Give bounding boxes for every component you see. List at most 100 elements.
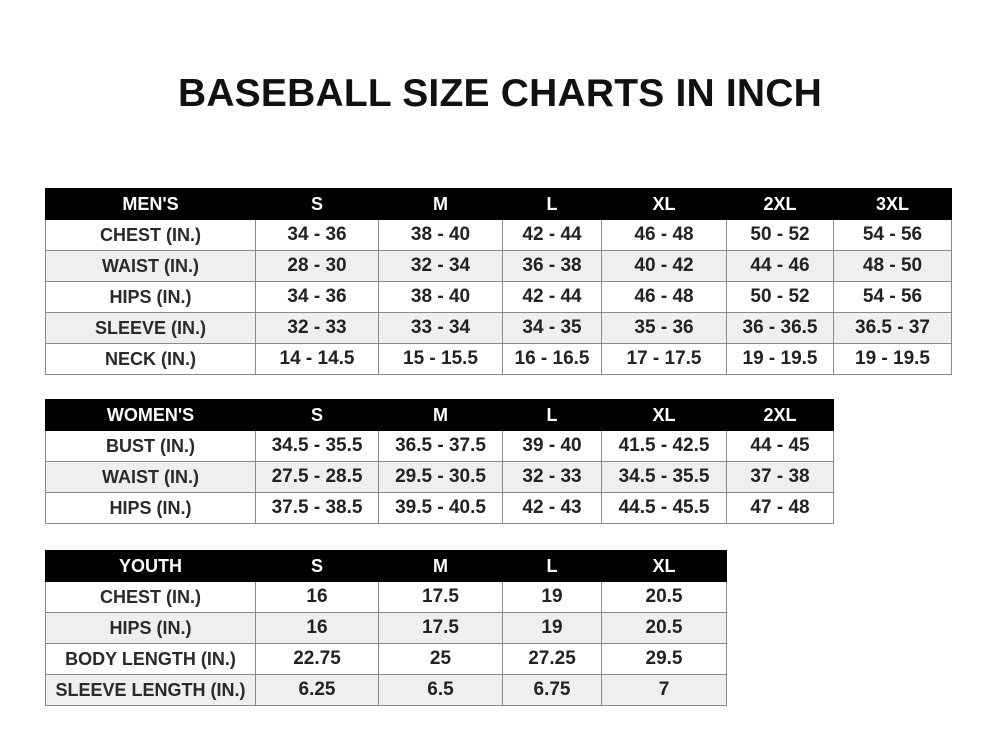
size-value: 42 - 43: [502, 492, 602, 524]
measurement-label: HIPS (IN.): [45, 492, 256, 524]
table-category-header: MEN'S: [45, 188, 256, 220]
men-size-table: MEN'S S M L XL 2XL 3XL CHEST (IN.) 34 - 36 38 - 4…: [45, 188, 952, 375]
women-size-table: WOMEN'S S M L XL 2XL BUST (IN.) 34.5 - 35.5 36.5…: [45, 399, 834, 524]
size-value: 54 - 56: [833, 281, 952, 313]
size-value: 34 - 36: [255, 219, 379, 251]
size-value: 46 - 48: [601, 281, 727, 313]
size-value: 36.5 - 37: [833, 312, 952, 344]
size-value: 32 - 33: [502, 461, 602, 493]
size-column-header: 2XL: [726, 399, 834, 431]
size-column-header: 3XL: [833, 188, 952, 220]
table-row: BUST (IN.) 34.5 - 35.5 36.5 - 37.5 39 - 40 4…: [45, 430, 834, 462]
size-column-header: M: [378, 399, 503, 431]
size-column-header: XL: [601, 550, 727, 582]
size-value: 36.5 - 37.5: [378, 430, 503, 462]
measurement-label: WAIST (IN.): [45, 250, 256, 282]
table-category-header: WOMEN'S: [45, 399, 256, 431]
size-value: 50 - 52: [726, 281, 834, 313]
size-value: 32 - 33: [255, 312, 379, 344]
measurement-label: CHEST (IN.): [45, 219, 256, 251]
size-value: 34.5 - 35.5: [601, 461, 727, 493]
table-row: BODY LENGTH (IN.) 22.75 25 27.25 29.5: [45, 643, 727, 675]
size-value: 36 - 38: [502, 250, 602, 282]
size-value: 40 - 42: [601, 250, 727, 282]
size-value: 44.5 - 45.5: [601, 492, 727, 524]
size-value: 19 - 19.5: [833, 343, 952, 375]
table-header-row: MEN'S S M L XL 2XL 3XL: [45, 188, 952, 220]
size-value: 39 - 40: [502, 430, 602, 462]
size-value: 46 - 48: [601, 219, 727, 251]
size-value: 34 - 35: [502, 312, 602, 344]
size-value: 27.25: [502, 643, 602, 675]
table-row: NECK (IN.) 14 - 14.5 15 - 15.5 16 - 16.5 17 …: [45, 343, 952, 375]
size-value: 38 - 40: [378, 281, 503, 313]
size-value: 50 - 52: [726, 219, 834, 251]
table-category-header: YOUTH: [45, 550, 256, 582]
table-header-row: WOMEN'S S M L XL 2XL: [45, 399, 834, 431]
size-column-header: 2XL: [726, 188, 834, 220]
size-column-header: S: [255, 399, 379, 431]
size-value: 22.75: [255, 643, 379, 675]
youth-size-table: YOUTH S M L XL CHEST (IN.) 16 17.5 19 20.5 HIPS (I…: [45, 550, 727, 706]
table-row: HIPS (IN.) 34 - 36 38 - 40 42 - 44 46 - 48 50…: [45, 281, 952, 313]
size-value: 47 - 48: [726, 492, 834, 524]
size-value: 19: [502, 581, 602, 613]
measurement-label: HIPS (IN.): [45, 612, 256, 644]
size-value: 28 - 30: [255, 250, 379, 282]
measurement-label: CHEST (IN.): [45, 581, 256, 613]
size-value: 6.75: [502, 674, 602, 706]
size-value: 34 - 36: [255, 281, 379, 313]
size-value: 19 - 19.5: [726, 343, 834, 375]
table-row: HIPS (IN.) 16 17.5 19 20.5: [45, 612, 727, 644]
size-value: 17.5: [378, 612, 503, 644]
size-value: 6.25: [255, 674, 379, 706]
measurement-label: SLEEVE (IN.): [45, 312, 256, 344]
table-row: SLEEVE (IN.) 32 - 33 33 - 34 34 - 35 35 - 36…: [45, 312, 952, 344]
size-column-header: M: [378, 188, 503, 220]
size-value: 39.5 - 40.5: [378, 492, 503, 524]
size-value: 7: [601, 674, 727, 706]
size-value: 32 - 34: [378, 250, 503, 282]
size-value: 37.5 - 38.5: [255, 492, 379, 524]
size-value: 27.5 - 28.5: [255, 461, 379, 493]
size-value: 48 - 50: [833, 250, 952, 282]
size-value: 19: [502, 612, 602, 644]
size-value: 16 - 16.5: [502, 343, 602, 375]
size-value: 33 - 34: [378, 312, 503, 344]
size-value: 44 - 46: [726, 250, 834, 282]
measurement-label: NECK (IN.): [45, 343, 256, 375]
size-column-header: L: [502, 399, 602, 431]
table-row: CHEST (IN.) 16 17.5 19 20.5: [45, 581, 727, 613]
size-value: 38 - 40: [378, 219, 503, 251]
size-value: 20.5: [601, 612, 727, 644]
measurement-label: BODY LENGTH (IN.): [45, 643, 256, 675]
size-value: 44 - 45: [726, 430, 834, 462]
size-value: 17 - 17.5: [601, 343, 727, 375]
table-row: SLEEVE LENGTH (IN.) 6.25 6.5 6.75 7: [45, 674, 727, 706]
size-value: 36 - 36.5: [726, 312, 834, 344]
size-column-header: M: [378, 550, 503, 582]
size-value: 25: [378, 643, 503, 675]
size-value: 54 - 56: [833, 219, 952, 251]
measurement-label: WAIST (IN.): [45, 461, 256, 493]
size-value: 20.5: [601, 581, 727, 613]
size-value: 16: [255, 581, 379, 613]
table-row: CHEST (IN.) 34 - 36 38 - 40 42 - 44 46 - 48 5…: [45, 219, 952, 251]
size-value: 14 - 14.5: [255, 343, 379, 375]
size-value: 15 - 15.5: [378, 343, 503, 375]
table-header-row: YOUTH S M L XL: [45, 550, 727, 582]
size-value: 29.5: [601, 643, 727, 675]
measurement-label: SLEEVE LENGTH (IN.): [45, 674, 256, 706]
size-value: 37 - 38: [726, 461, 834, 493]
size-value: 35 - 36: [601, 312, 727, 344]
size-value: 16: [255, 612, 379, 644]
size-column-header: S: [255, 550, 379, 582]
size-column-header: XL: [601, 399, 727, 431]
table-row: WAIST (IN.) 28 - 30 32 - 34 36 - 38 40 - 42 4…: [45, 250, 952, 282]
measurement-label: BUST (IN.): [45, 430, 256, 462]
size-value: 6.5: [378, 674, 503, 706]
size-value: 41.5 - 42.5: [601, 430, 727, 462]
size-value: 34.5 - 35.5: [255, 430, 379, 462]
size-value: 17.5: [378, 581, 503, 613]
size-value: 29.5 - 30.5: [378, 461, 503, 493]
